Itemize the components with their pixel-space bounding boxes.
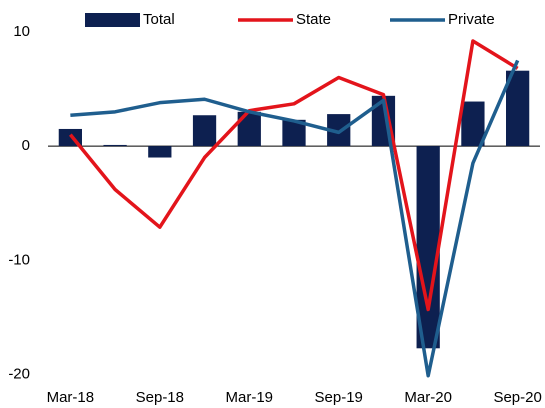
y-tick-label: -10 [8, 251, 30, 268]
bar [103, 144, 127, 147]
line [69, 39, 519, 312]
line [70, 59, 520, 378]
bar [192, 115, 217, 147]
bar [506, 70, 530, 147]
bar [148, 146, 172, 158]
legend-label: State [296, 11, 331, 28]
x-tick-label: Sep-20 [493, 389, 541, 406]
y-tick-label: -20 [8, 366, 30, 383]
bar [416, 146, 440, 349]
x-tick-label: Mar-20 [404, 389, 452, 406]
y-tick-label: 0 [22, 137, 30, 154]
legend-label: Total [143, 11, 175, 28]
y-tick-label: 10 [13, 23, 30, 40]
x-tick-label: Mar-19 [226, 389, 274, 406]
bar [237, 111, 261, 147]
legend-swatch [85, 13, 140, 27]
x-tick-label: Sep-19 [315, 389, 363, 406]
x-tick-label: Sep-18 [136, 389, 184, 406]
x-tick-label: Mar-18 [47, 389, 95, 406]
bar [327, 114, 351, 147]
bar [282, 119, 306, 147]
legend-label: Private [448, 11, 495, 28]
bar [461, 101, 485, 147]
